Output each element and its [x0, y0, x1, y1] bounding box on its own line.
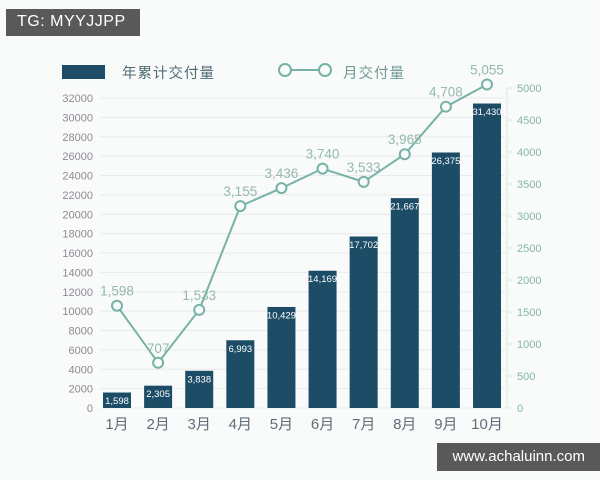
right-axis-tick-label: 2000: [517, 275, 541, 287]
left-axis-tick-label: 4000: [69, 364, 93, 376]
left-axis-tick-label: 22000: [62, 190, 93, 202]
line-point: [439, 100, 452, 113]
line-point: [481, 78, 493, 91]
right-axis-tick-label: 1000: [517, 339, 541, 351]
bar-value-label: 26,375: [431, 156, 460, 167]
line-value-label: 5,055: [470, 62, 504, 77]
x-axis-label: 7月: [352, 416, 375, 433]
left-axis-tick-label: 12000: [62, 287, 93, 299]
line-point: [152, 356, 165, 369]
x-axis-label: 3月: [188, 416, 211, 433]
bar: [226, 340, 255, 408]
bar: [473, 103, 501, 408]
right-axis-tick-label: 3000: [517, 211, 541, 223]
line-point: [357, 175, 370, 188]
x-axis-label: 4月: [229, 416, 252, 433]
line-value-label: 1,533: [182, 288, 216, 303]
line-value-label: 707: [147, 341, 170, 356]
x-axis-label: 5月: [270, 416, 293, 433]
left-axis-tick-label: 30000: [62, 112, 93, 124]
x-axis-label: 2月: [146, 416, 169, 433]
monthly-line: [116, 83, 488, 365]
bar-value-label: 3,838: [187, 374, 211, 385]
x-axis-label: 6月: [311, 416, 334, 433]
left-axis-tick-label: 24000: [62, 171, 93, 183]
bar-value-label: 31,430: [472, 107, 501, 118]
left-axis-tick-label: 6000: [69, 345, 93, 357]
right-axis-tick-label: 500: [517, 371, 535, 383]
bar-value-label: 2,305: [146, 389, 170, 400]
chart-legend: 年累计交付量 月交付量: [62, 62, 405, 82]
line-value-label: 4,708: [429, 85, 463, 100]
bar-value-label: 10,429: [267, 310, 296, 321]
legend-bar-swatch: [62, 65, 105, 79]
legend-line-swatch: [277, 61, 333, 84]
legend-line-glyph: [278, 62, 332, 77]
legend-line-label: 月交付量: [343, 65, 405, 82]
left-axis-tick-label: 32000: [62, 93, 93, 105]
left-axis-tick-label: 8000: [69, 326, 93, 338]
line-point: [234, 200, 247, 213]
bar-value-label: 6,993: [228, 344, 252, 355]
left-axis-tick-label: 28000: [62, 132, 93, 144]
right-axis-tick-label: 4000: [517, 147, 541, 159]
line-point: [398, 148, 411, 161]
left-axis-tick-label: 2000: [69, 384, 93, 396]
line-value-label: 1,598: [100, 284, 134, 299]
left-axis-tick-label: 0: [87, 403, 93, 415]
left-axis-tick-label: 18000: [62, 229, 93, 241]
watermark-url: www.achaluinn.com: [437, 443, 600, 471]
bar-value-label: 17,702: [349, 240, 378, 251]
line-point: [316, 162, 329, 175]
line-value-label: 3,155: [223, 184, 257, 199]
x-axis-label: 1月: [105, 416, 128, 433]
bar-value-label: 21,667: [390, 202, 419, 213]
right-axis-tick-label: 5000: [517, 83, 541, 95]
line-value-label: 3,965: [388, 132, 422, 147]
bar-value-label: 1,598: [105, 396, 129, 407]
bar: [431, 152, 460, 408]
bar: [103, 392, 131, 408]
legend-bar-label: 年累计交付量: [122, 65, 215, 82]
right-axis-tick-label: 3500: [517, 179, 541, 191]
line-point: [275, 182, 288, 195]
bar: [267, 306, 296, 408]
left-axis-tick-label: 16000: [62, 248, 93, 260]
left-axis-tick-label: 26000: [62, 151, 93, 163]
right-axis-tick-label: 1500: [517, 307, 541, 319]
line-point: [111, 299, 123, 312]
line-value-label: 3,533: [347, 160, 381, 175]
tg-tag-badge: TG: MYYJJPP: [6, 9, 140, 36]
right-axis-tick-label: 2500: [517, 243, 541, 255]
left-axis-tick-label: 14000: [62, 267, 93, 279]
bar: [349, 236, 378, 408]
line-value-label: 3,740: [306, 147, 340, 162]
bar: [308, 270, 337, 408]
line-point: [193, 303, 206, 316]
left-axis-tick-label: 20000: [62, 209, 93, 221]
bar: [390, 198, 419, 408]
right-axis-tick-label: 4500: [517, 115, 541, 127]
line-value-label: 3,436: [265, 166, 299, 181]
bar: [144, 385, 173, 408]
x-axis-label: 8月: [393, 416, 416, 433]
bar: [185, 370, 214, 408]
right-axis-tick-label: 0: [517, 403, 523, 415]
left-axis-tick-label: 10000: [62, 306, 93, 318]
x-axis-label: 9月: [434, 416, 457, 433]
x-axis-label: 10月: [471, 416, 503, 433]
bar-value-label: 14,169: [308, 274, 337, 285]
